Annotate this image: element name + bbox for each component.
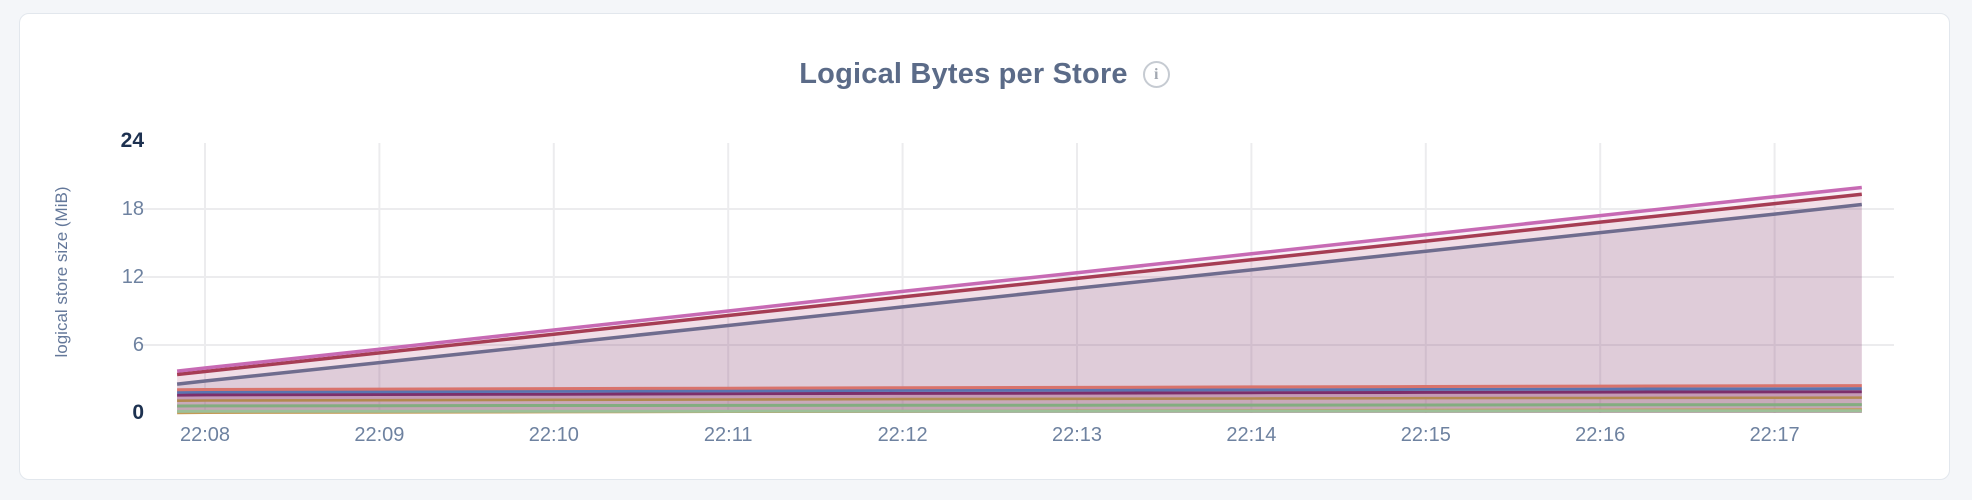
y-tick-label-12: 12: [121, 266, 144, 288]
chart-header: Logical Bytes per Store i: [20, 58, 1949, 91]
y-tick-label-6: 6: [132, 334, 144, 356]
info-icon[interactable]: i: [1142, 61, 1170, 88]
x-tick-label-2208: 22:08: [179, 424, 231, 446]
x-tick-label-2212: 22:12: [877, 424, 928, 446]
x-tick-label-2214: 22:14: [1226, 424, 1277, 446]
chart-title: Logical Bytes per Store: [799, 58, 1128, 90]
y-tick-label-24: 24: [120, 129, 144, 152]
x-tick-label-2210: 22:10: [528, 424, 579, 446]
x-tick-label-2213: 22:13: [1051, 424, 1103, 446]
x-tick-label-2216: 22:16: [1575, 424, 1626, 446]
x-tick-label-2211: 22:11: [703, 424, 753, 446]
x-tick-label-2209: 22:09: [354, 424, 405, 446]
x-tick-label-2215: 22:15: [1400, 424, 1451, 446]
x-tick-label-2217: 22:17: [1749, 424, 1800, 446]
chart-plot-area[interactable]: [141, 141, 1895, 413]
y-tick-label-18: 18: [121, 198, 144, 220]
y-tick-label-0: 0: [132, 401, 144, 424]
